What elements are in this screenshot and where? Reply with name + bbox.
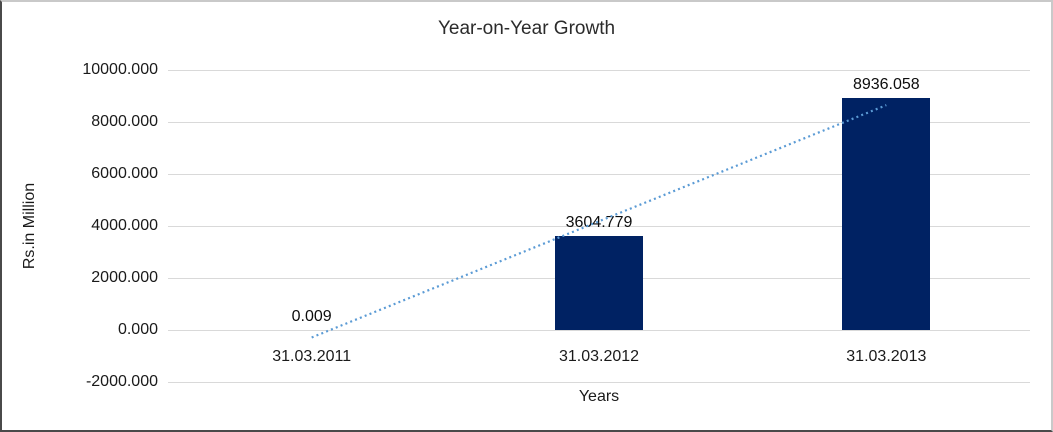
category-label: 31.03.2011 xyxy=(272,348,352,365)
y-tick-label: 4000.000 xyxy=(91,217,158,234)
y-tick-label: -2000.000 xyxy=(85,373,158,390)
y-tick-label: 0.000 xyxy=(117,321,158,338)
data-label: 0.009 xyxy=(291,307,332,325)
y-tick-label: 6000.000 xyxy=(91,165,158,182)
category-label: 31.03.2013 xyxy=(846,348,927,365)
x-axis-title: Years xyxy=(578,388,620,405)
y-tick-label: 10000.000 xyxy=(82,61,158,78)
data-label: 8936.058 xyxy=(852,75,920,93)
category-label: 31.03.2012 xyxy=(558,348,640,365)
y-tick-label: 2000.000 xyxy=(91,269,158,286)
bar xyxy=(842,97,931,330)
gridline xyxy=(168,381,1030,383)
y-tick-label: 8000.000 xyxy=(91,113,158,130)
gridline xyxy=(168,69,1030,71)
chart-title: Year-on-Year Growth xyxy=(437,18,616,39)
bar xyxy=(555,236,643,330)
data-label: 3604.779 xyxy=(565,214,633,232)
